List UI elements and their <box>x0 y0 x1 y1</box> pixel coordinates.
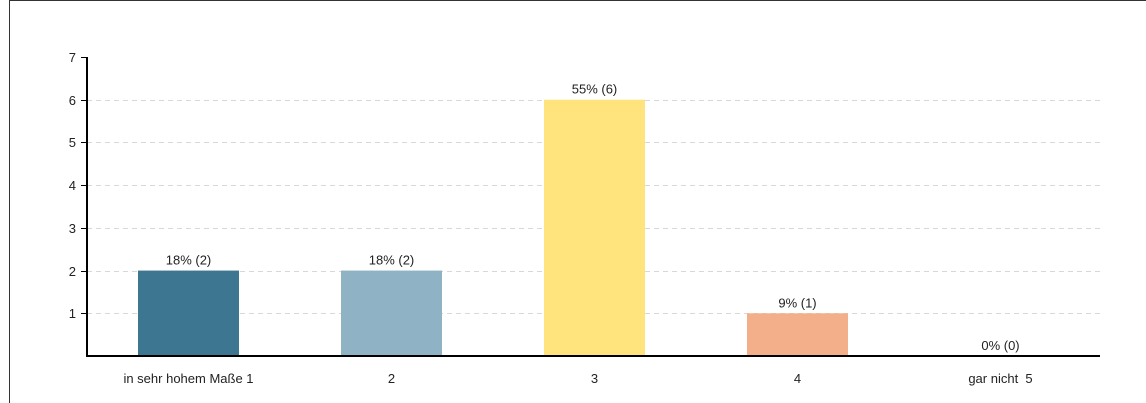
data-label-4: 9% (1) <box>778 295 816 310</box>
y-tick-label-6: 6 <box>69 93 76 108</box>
bar-2 <box>341 270 442 356</box>
data-label-1: 18% (2) <box>166 253 212 268</box>
x-tick-label-3: 3 <box>591 371 598 386</box>
chart-panel <box>9 0 1146 403</box>
y-tick-label-5: 5 <box>69 135 76 150</box>
x-tick-label-2: 2 <box>388 371 395 386</box>
data-label-2: 18% (2) <box>369 253 415 268</box>
bar-1 <box>138 270 239 356</box>
data-label-5: 0% (0) <box>981 338 1019 353</box>
x-tick-label-5: gar nicht 5 <box>968 371 1032 386</box>
bar-3 <box>544 99 645 356</box>
x-tick-label-4: 4 <box>794 371 801 386</box>
bar-4 <box>747 313 848 356</box>
y-tick-label-4: 4 <box>69 178 76 193</box>
y-tick-label-3: 3 <box>69 221 76 236</box>
x-tick-label-1: in sehr hohem Maße 1 <box>123 371 253 386</box>
data-label-3: 55% (6) <box>572 82 618 97</box>
y-tick-label-7: 7 <box>69 50 76 65</box>
y-tick-label-2: 2 <box>69 264 76 279</box>
y-tick-label-1: 1 <box>69 306 76 321</box>
